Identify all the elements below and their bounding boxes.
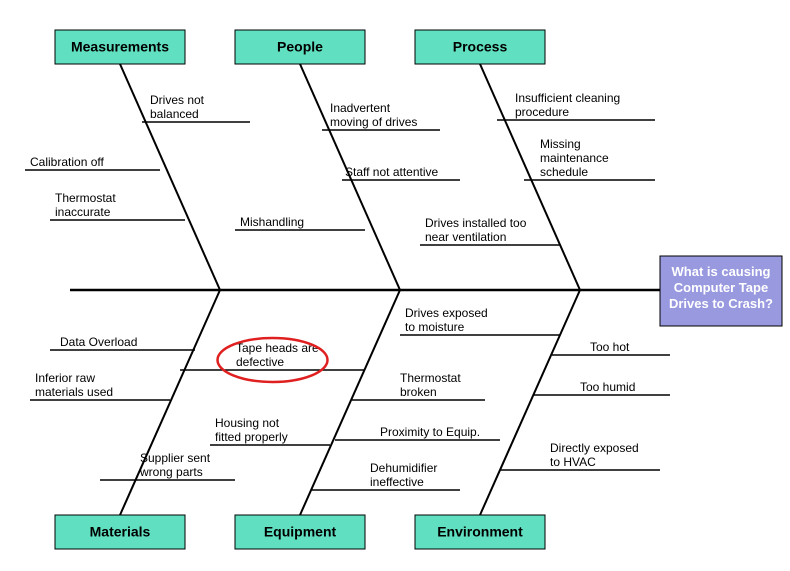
svg-text:to HVAC: to HVAC [550,455,596,469]
svg-text:Staff not attentive: Staff not attentive [345,165,439,179]
svg-text:inaccurate: inaccurate [55,205,111,219]
fishbone-diagram: Measurements Drives notbalanced Calibratio… [0,0,790,571]
svg-text:Dehumidifier: Dehumidifier [370,461,437,475]
svg-text:Thermostat: Thermostat [400,371,461,385]
svg-text:procedure: procedure [515,105,569,119]
svg-text:to moisture: to moisture [405,320,465,334]
svg-text:Calibration off: Calibration off [30,155,104,169]
svg-text:Too hot: Too hot [590,340,630,354]
svg-text:Environment: Environment [437,524,523,540]
svg-text:Missing: Missing [540,137,581,151]
svg-text:Directly exposed: Directly exposed [550,441,639,455]
svg-text:defective: defective [236,355,284,369]
svg-text:Drives to Crash?: Drives to Crash? [669,296,773,311]
svg-text:moving of drives: moving of drives [330,115,417,129]
svg-text:balanced: balanced [150,107,199,121]
svg-text:Drives installed too: Drives installed too [425,216,527,230]
svg-text:Mishandling: Mishandling [240,215,304,229]
svg-text:schedule: schedule [540,165,588,179]
svg-text:Equipment: Equipment [264,524,337,540]
svg-text:Too humid: Too humid [580,380,635,394]
svg-text:Proximity to Equip.: Proximity to Equip. [380,425,480,439]
svg-text:Data Overload: Data Overload [60,335,137,349]
svg-text:Computer Tape: Computer Tape [674,280,768,295]
svg-text:Materials: Materials [90,524,151,540]
svg-text:Inferior raw: Inferior raw [35,371,95,385]
svg-text:materials used: materials used [35,385,113,399]
svg-text:Insufficient cleaning: Insufficient cleaning [515,91,620,105]
svg-text:Measurements: Measurements [71,39,169,55]
svg-text:broken: broken [400,385,437,399]
svg-text:wrong parts: wrong parts [139,465,203,479]
svg-text:What is causing: What is causing [672,264,771,279]
svg-text:Process: Process [453,39,508,55]
svg-text:Supplier sent: Supplier sent [140,451,211,465]
svg-text:maintenance: maintenance [540,151,609,165]
svg-text:ineffective: ineffective [370,475,424,489]
svg-text:Inadvertent: Inadvertent [330,101,391,115]
svg-text:Drives not: Drives not [150,93,205,107]
svg-text:near ventilation: near ventilation [425,230,506,244]
svg-text:fitted properly: fitted properly [215,430,288,444]
svg-text:People: People [277,39,323,55]
svg-text:Housing not: Housing not [215,416,280,430]
svg-text:Thermostat: Thermostat [55,191,116,205]
svg-text:Drives exposed: Drives exposed [405,306,488,320]
